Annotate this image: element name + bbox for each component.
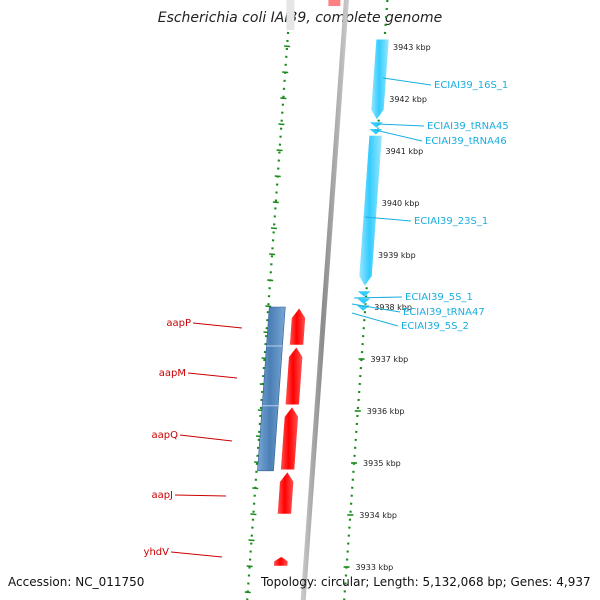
inner-ruler-tick <box>270 227 278 230</box>
kbp-label: 3933 kbp <box>356 563 394 572</box>
kbp-label: 3940 kbp <box>382 199 420 208</box>
genome-backbone <box>300 0 349 600</box>
kbp-label: 3943 kbp <box>393 43 431 52</box>
inner-ruler-tick <box>248 539 255 542</box>
gene-label: yhdV <box>144 547 170 558</box>
label-leader-line <box>382 77 432 86</box>
label-leader-line <box>179 434 233 442</box>
accession-label: Accession: NC_011750 <box>8 575 145 589</box>
kbp-label: 3938 kbp <box>374 303 412 312</box>
kbp-label: 3942 kbp <box>389 95 427 104</box>
label-leader-line <box>351 312 399 327</box>
inner-ruler-tick <box>250 513 257 516</box>
kbp-label: 3935 kbp <box>363 459 401 468</box>
inner-ruler-tick <box>252 487 259 490</box>
reverse-strand-gene-block <box>257 306 286 472</box>
label-leader-line <box>364 216 412 222</box>
gene-label: ECIAI39_23S_1 <box>414 216 488 227</box>
genome-stats-label: Topology: circular; Length: 5,132,068 bp… <box>261 575 591 589</box>
kbp-label: 3936 kbp <box>367 407 405 416</box>
gene-label: ECIAI39_5S_1 <box>405 292 473 303</box>
label-leader-line <box>376 123 425 127</box>
kbp-label: 3941 kbp <box>386 147 424 156</box>
small-rna-marker-ECIAI39_tRNA45 <box>368 121 385 129</box>
gene-label: ECIAI39_tRNA47 <box>403 307 485 318</box>
gene-arrow-yhdV <box>273 556 289 567</box>
gene-arrow-aapP <box>289 307 306 346</box>
label-leader-line <box>187 372 238 379</box>
label-leader-line <box>170 551 223 558</box>
gene-arrow-aapQ <box>280 406 299 471</box>
kbp-label: 3934 kbp <box>359 511 397 520</box>
inner-ruler-tick <box>267 279 274 282</box>
small-rna-marker-ECIAI39_5S_1 <box>356 290 372 298</box>
inner-ruler-tick <box>246 565 253 568</box>
inner-ruler-tick <box>282 71 289 74</box>
gene-label: ECIAI39_16S_1 <box>434 80 508 91</box>
map-title: Escherichia coli IAI39, complete genome <box>157 10 443 26</box>
inner-ruler-tick <box>272 201 279 204</box>
inner-ruler-tick <box>269 253 276 256</box>
gene-label: aapP <box>166 318 191 329</box>
rna-arrow-ECIAI39_23S_1 <box>358 135 383 287</box>
offscreen-gene-stub <box>328 0 341 6</box>
offscreen-feature-stub <box>286 0 295 30</box>
gene-label: aapJ <box>151 490 173 501</box>
gene-label: aapM <box>159 368 186 379</box>
gene-arrow-aapM <box>284 346 303 406</box>
label-leader-line <box>192 322 243 329</box>
inner-ruler-tick <box>280 97 287 100</box>
inner-ruler-tick <box>265 305 272 308</box>
kbp-label: 3937 kbp <box>371 355 409 364</box>
small-rna-marker-ECIAI39_tRNA46 <box>368 128 384 136</box>
inner-ruler-tick <box>284 45 291 48</box>
label-leader-line <box>353 296 403 299</box>
inner-ruler-tick <box>244 591 251 594</box>
gene-label: ECIAI39_tRNA45 <box>427 121 509 132</box>
gene-label: ECIAI39_5S_2 <box>401 321 469 332</box>
label-leader-line <box>374 129 423 142</box>
rna-arrow-ECIAI39_16S_1 <box>370 38 390 121</box>
inner-ruler-tick <box>276 149 283 152</box>
label-leader-line <box>174 494 227 497</box>
small-rna-marker-ECIAI39_tRNA47 <box>356 298 372 305</box>
gene-arrow-aapJ <box>277 471 295 515</box>
inner-ruler-tick <box>274 175 281 178</box>
gene-label: aapQ <box>152 430 179 441</box>
label-leader-line <box>351 303 401 313</box>
gene-label: ECIAI39_tRNA46 <box>425 136 507 147</box>
inner-ruler-tick <box>278 123 285 126</box>
kbp-label: 3939 kbp <box>378 251 416 260</box>
